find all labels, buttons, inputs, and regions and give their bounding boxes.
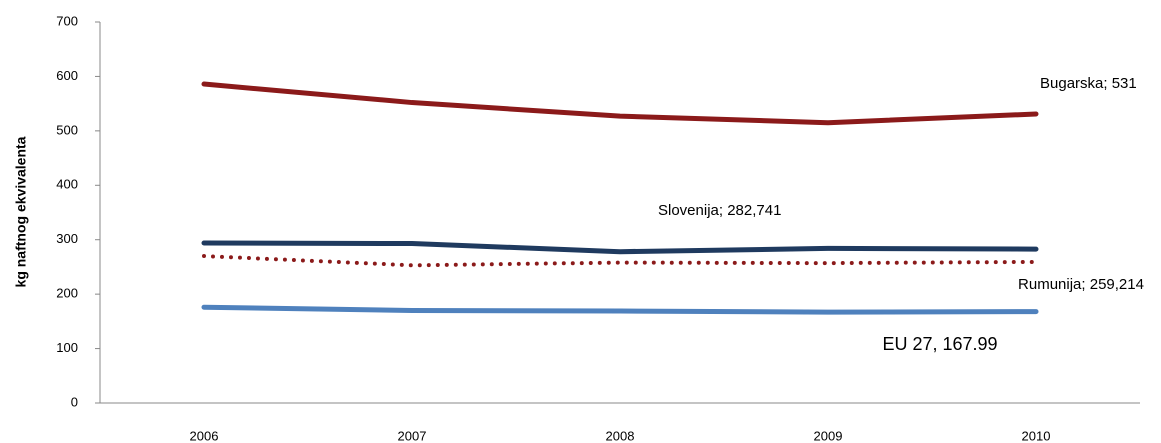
y-tick-label: 500 [56,122,78,137]
x-tick-label: 2010 [1022,428,1051,443]
series-line [201,81,1039,126]
y-tick-label: 600 [56,68,78,83]
x-tick-label: 2008 [606,428,635,443]
annotation: Bugarska; 531 [1040,75,1137,92]
y-tick-label: 200 [56,286,78,301]
y-tick-label: 700 [56,13,78,28]
y-tick-label: 100 [56,340,78,355]
x-tick-label: 2009 [814,428,843,443]
y-tick-label: 300 [56,231,78,246]
x-tick-label: 2006 [190,428,219,443]
y-tick-label: 0 [71,394,78,409]
annotation: Rumunija; 259,214 [1018,276,1144,293]
series-line [201,304,1039,315]
annotation: EU 27, 167.99 [882,334,997,354]
y-axis-label: kg naftnog ekvivalenta [13,136,29,287]
series-line [202,254,1038,268]
x-tick-label: 2007 [398,428,427,443]
y-tick-label: 400 [56,177,78,192]
annotation: Slovenija; 282,741 [658,202,781,219]
series-line [201,240,1039,255]
